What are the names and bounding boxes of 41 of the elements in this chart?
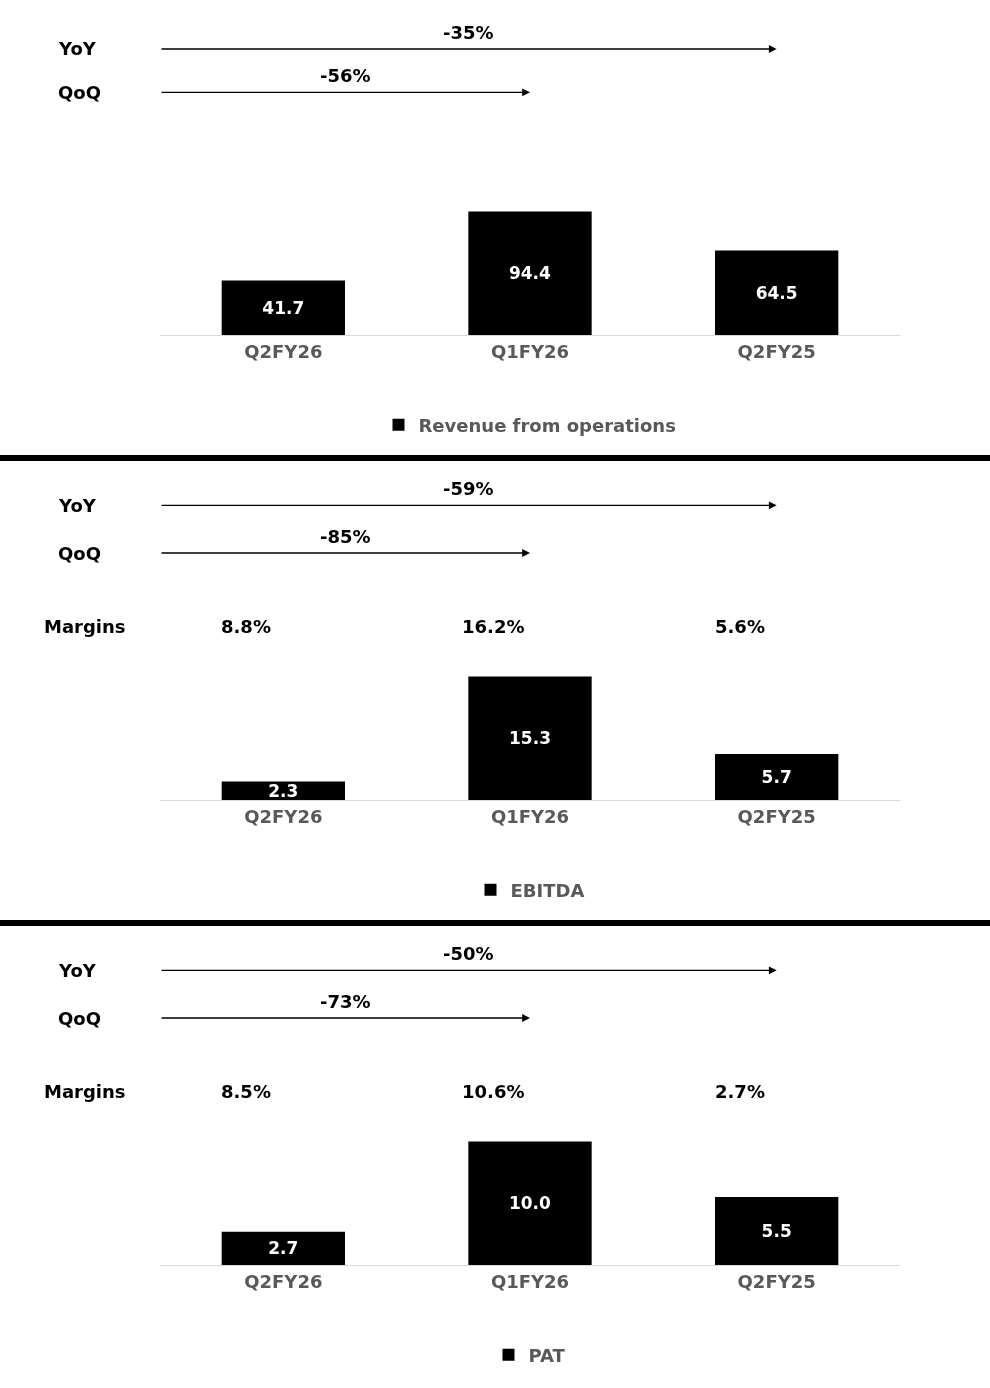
data-label: 2.3 bbox=[268, 780, 299, 801]
x-tick-label: Q1FY26 bbox=[490, 340, 570, 362]
data-label: 41.7 bbox=[262, 297, 305, 318]
text: YoY bbox=[58, 960, 97, 981]
text: -56% bbox=[320, 65, 371, 86]
data-label: 15.3 bbox=[509, 728, 551, 749]
text: YoY bbox=[58, 38, 97, 59]
data-label: 10.0 bbox=[508, 1193, 552, 1214]
x-tick-label: Q2FY26 bbox=[244, 805, 323, 827]
legend-label: EBITDA bbox=[510, 879, 585, 901]
legend-label: PAT bbox=[528, 1344, 566, 1366]
text: -85% bbox=[320, 526, 371, 547]
x-tick-label: Q2FY26 bbox=[244, 1270, 323, 1292]
legend-label: Revenue from operations bbox=[418, 414, 676, 436]
text: -35% bbox=[443, 22, 494, 43]
text: Margins bbox=[44, 616, 126, 637]
text: -59% bbox=[443, 478, 494, 499]
text: 8.8% bbox=[221, 616, 271, 637]
data-label: 5.7 bbox=[761, 766, 792, 787]
x-tick-label: Q2FY25 bbox=[737, 805, 816, 827]
text: YoY bbox=[58, 495, 97, 516]
text: 10.6% bbox=[462, 1081, 525, 1102]
x-tick-label: Q1FY26 bbox=[490, 1270, 570, 1292]
data-label: 2.7 bbox=[268, 1238, 299, 1259]
data-label: 5.5 bbox=[761, 1221, 792, 1242]
text: -73% bbox=[320, 991, 371, 1012]
data-label: 64.5 bbox=[755, 282, 798, 303]
x-tick-label: Q2FY26 bbox=[244, 340, 323, 362]
data-label: 94.4 bbox=[508, 263, 552, 284]
text: -50% bbox=[443, 943, 494, 964]
text: QoQ bbox=[58, 82, 101, 103]
text: 8.5% bbox=[221, 1081, 271, 1102]
x-tick-label: Q2FY25 bbox=[737, 1270, 816, 1292]
text: QoQ bbox=[58, 543, 101, 564]
text: 2.7% bbox=[715, 1081, 765, 1102]
text: 16.2% bbox=[462, 616, 525, 637]
text: QoQ bbox=[58, 1008, 101, 1029]
x-tick-label: Q1FY26 bbox=[490, 805, 570, 827]
text: 5.6% bbox=[715, 616, 765, 637]
text: Margins bbox=[44, 1081, 126, 1102]
x-tick-label: Q2FY25 bbox=[737, 340, 816, 362]
